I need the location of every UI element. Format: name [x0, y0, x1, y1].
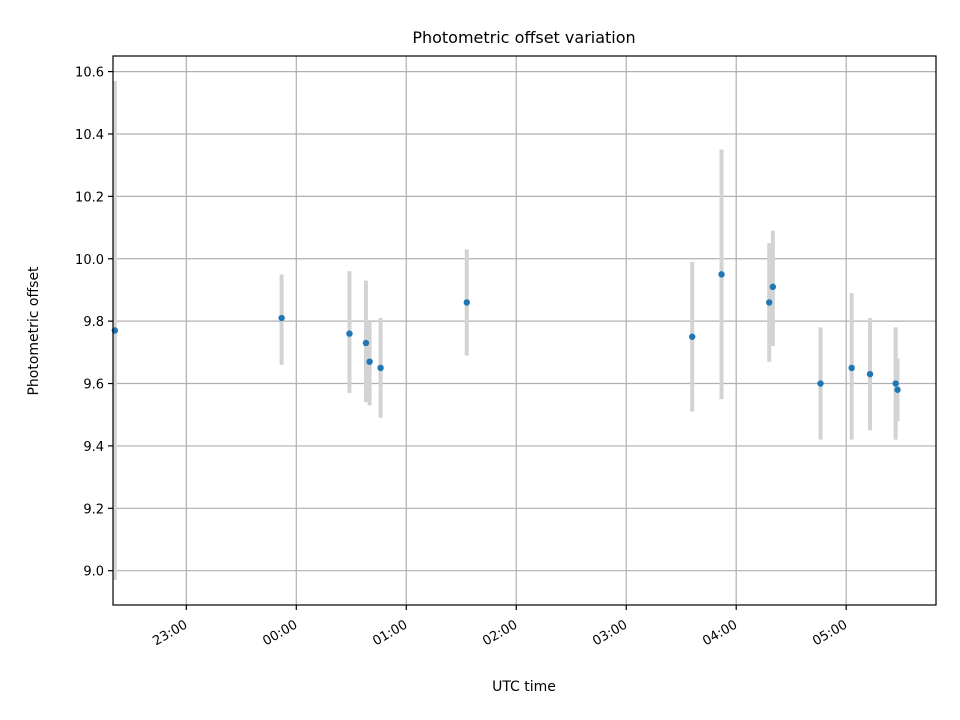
data-point	[718, 271, 725, 278]
data-point-layer	[111, 271, 901, 393]
data-point	[848, 364, 855, 372]
data-point	[362, 339, 370, 347]
data-point	[366, 358, 373, 365]
y-tick-label: 9.6	[83, 378, 104, 393]
x-tick-label: 00:00	[260, 617, 300, 649]
data-point	[278, 314, 285, 322]
x-tick-label: 02:00	[480, 617, 520, 649]
data-point	[377, 364, 384, 372]
y-tick-label: 10.0	[75, 253, 104, 268]
x-tick-label: 03:00	[590, 617, 630, 649]
error-bar-layer	[112, 80, 900, 581]
chart-title: Photometric offset variation	[412, 28, 635, 47]
data-point	[689, 333, 696, 340]
data-point	[817, 380, 824, 387]
y-tick-label: 9.0	[83, 565, 104, 580]
tick-layer: 23:00 00:00 01:00 02:00 03:00 04:00 05:00 9.0 9.…	[75, 66, 850, 650]
x-tick-label: 01:00	[370, 617, 410, 649]
x-tick-label: 23:00	[150, 617, 190, 649]
data-point	[346, 330, 353, 337]
grid-layer	[113, 56, 936, 605]
data-point	[892, 380, 899, 387]
y-tick-label: 9.4	[83, 440, 104, 455]
x-tick-label: 04:00	[700, 617, 740, 649]
y-tick-label: 10.2	[75, 190, 104, 205]
data-point	[463, 299, 470, 306]
y-axis-label: Photometric offset	[26, 266, 42, 396]
data-point	[769, 283, 777, 291]
data-point	[766, 299, 773, 306]
x-axis-label: UTC time	[492, 679, 556, 695]
y-tick-label: 10.4	[75, 128, 104, 143]
x-tick-label: 05:00	[810, 617, 850, 649]
data-point	[894, 386, 901, 393]
y-tick-label: 9.8	[83, 315, 104, 330]
y-tick-label: 9.2	[83, 502, 104, 517]
data-point	[866, 370, 874, 378]
plot-frame	[112, 55, 937, 606]
y-tick-label: 10.6	[75, 66, 104, 81]
